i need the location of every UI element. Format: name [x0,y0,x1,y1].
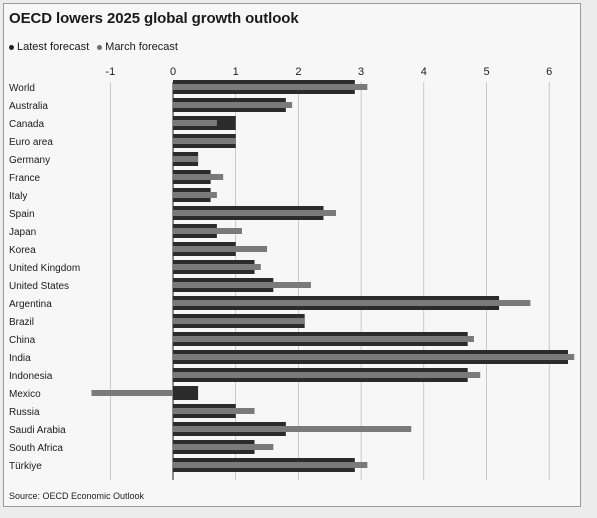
category-label: Japan [9,227,36,238]
bar-march [173,372,481,378]
category-label: Euro area [9,137,53,148]
category-label: Canada [9,119,44,130]
category-label: Korea [9,245,36,256]
category-label: India [9,353,31,364]
legend-swatch-latest [9,44,14,50]
bar-march [173,354,575,360]
x-tick-label: 6 [546,66,552,78]
category-label: Indonesia [9,371,53,382]
source-note: Source: OECD Economic Outlook [9,491,145,501]
category-label: United States [9,281,69,292]
category-label: France [9,173,41,184]
bar-march [173,444,274,450]
x-tick-label: 4 [421,66,427,78]
category-label: Australia [9,101,48,112]
category-label: Argentina [9,299,52,310]
category-label: Mexico [9,389,41,400]
bar-march [173,120,217,126]
legend-item-latest: Latest forecast [9,41,89,53]
x-tick-label: 5 [483,66,489,78]
x-tick-label: 2 [295,66,301,78]
bar-march [173,408,255,414]
category-label: South Africa [9,443,63,454]
category-label: Türkiye [9,461,42,472]
category-label: Russia [9,407,40,418]
category-label: Germany [9,155,50,166]
bar-march [173,282,311,288]
bar-march [173,300,531,306]
category-label: Saudi Arabia [9,425,66,436]
category-label: World [9,83,35,94]
bar-march [173,192,217,198]
bar-march [173,84,368,90]
legend-item-march: March forecast [97,41,178,53]
bar-march [173,426,412,432]
chart-legend: Latest forecast March forecast [9,41,186,53]
chart-title: OECD lowers 2025 global growth outlook [9,10,299,27]
x-tick-label: -1 [105,66,115,78]
chart-frame: OECD lowers 2025 global growth outlook L… [3,3,581,507]
bar-march [91,390,173,396]
x-tick-label: 0 [170,66,176,78]
bar-latest [173,386,199,400]
bar-march [173,174,224,180]
bar-chart: -1 0 1 2 3 4 5 6 World Australia Canada Euro area Ge… [9,66,575,480]
bar-march [173,228,242,234]
bar-march [173,102,293,108]
legend-label-march: March forecast [105,41,178,53]
bar-march [173,138,236,144]
category-label: United Kingdom [9,263,80,274]
bar-march [173,264,261,270]
legend-swatch-march [97,44,103,50]
bar-march [173,210,337,216]
category-label: Spain [9,209,35,220]
category-label: China [9,335,36,346]
x-tick-label: 3 [358,66,364,78]
x-tick-label: 1 [233,66,239,78]
bar-march [173,336,474,342]
bar-march [173,156,199,162]
bar-march [173,246,268,252]
category-label: Brazil [9,317,34,328]
bar-march [173,318,305,324]
bar-march [173,462,368,468]
category-label: Italy [9,191,27,202]
legend-label-latest: Latest forecast [17,41,90,53]
